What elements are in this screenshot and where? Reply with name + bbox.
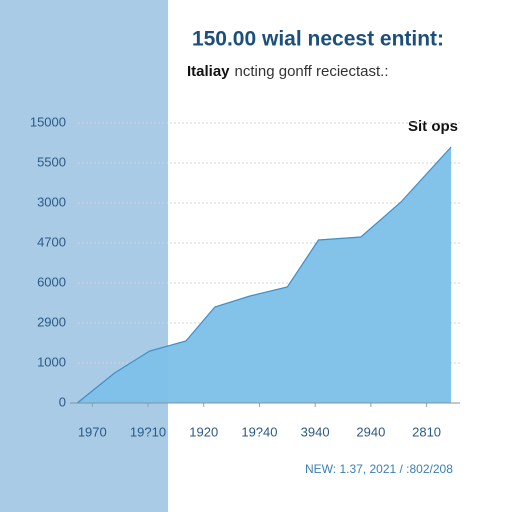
x-tick-label: 1920 [189,424,218,439]
x-tick-label: 2810 [412,424,441,439]
subtitle-rest: ncting gonff reciectast.: [235,63,389,80]
x-tick-label: 19?40 [241,424,277,439]
annotation: Sit ops [408,118,458,135]
x-tick-label: 2940 [356,424,385,439]
y-tick-label: 15000 [30,114,66,129]
y-tick-label: 0 [59,394,66,409]
y-tick-label: 4700 [37,234,66,249]
side-panel [0,0,168,512]
chart-subtitle: Italiay ncting gonff reciectast.: [187,63,389,80]
x-tick-label: 3940 [301,424,330,439]
chart-title: 150.00 wial necest entint: [192,28,444,51]
plot: 0 1000 2900 6000 4700 3000 5500 15000 1970 19?10 1… [30,114,460,439]
y-tick-label: 1000 [37,354,66,369]
subtitle-lead: Italiay [187,63,230,80]
y-tick-label: 2900 [37,314,66,329]
x-tick-label: 19?10 [130,424,166,439]
y-tick-label: 6000 [37,274,66,289]
y-tick-label: 5500 [37,154,66,169]
area [77,147,452,403]
area-line [76,146,452,404]
footer: NEW: 1.37, 2021 / :802/208 [305,462,453,476]
x-tick-label: 1970 [78,424,107,439]
y-tick-label: 3000 [37,194,66,209]
